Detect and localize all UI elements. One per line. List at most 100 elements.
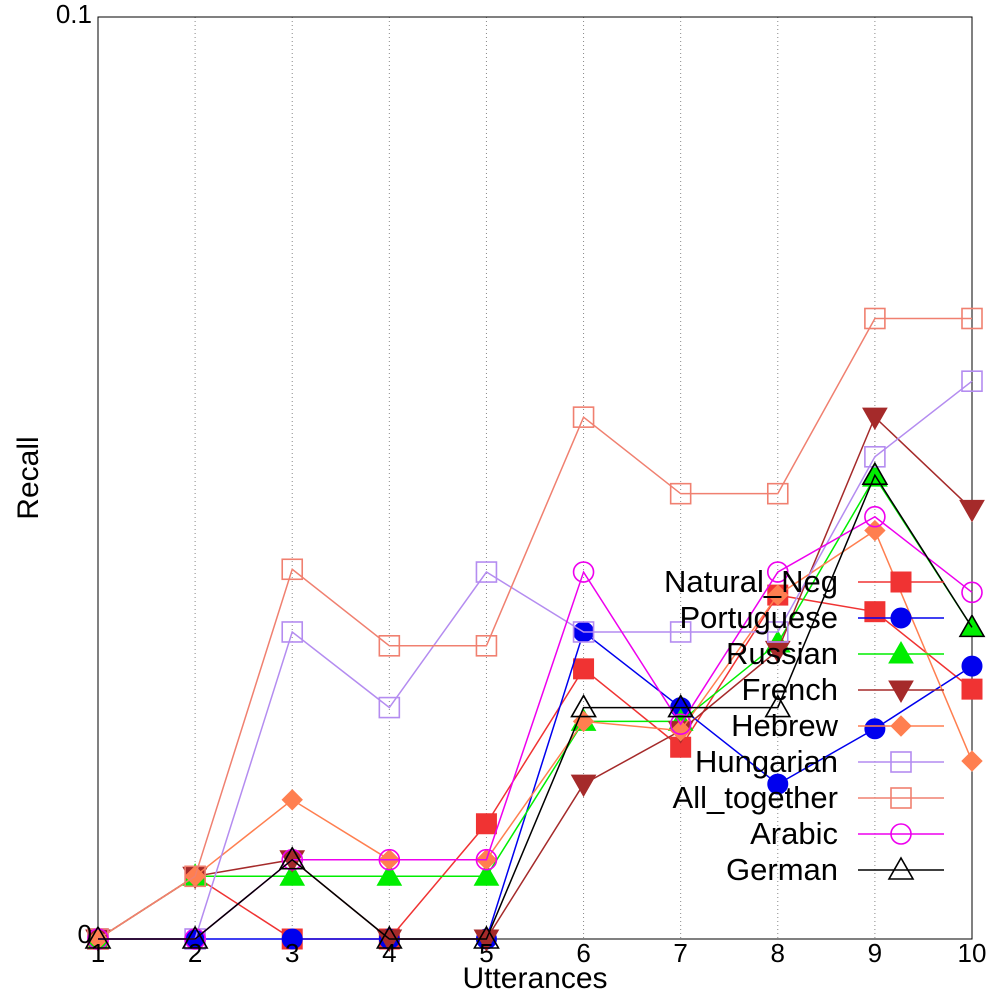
- data-point-arabic: [766, 561, 789, 583]
- data-point-hungarian: [475, 561, 498, 583]
- legend-marker: [890, 571, 912, 593]
- data-point-french: [473, 929, 500, 953]
- series-line-all-together: [97, 317, 972, 940]
- data-point-arabic: [572, 561, 595, 583]
- data-point-german: [181, 925, 209, 949]
- data-point-all-together: [669, 482, 692, 505]
- data-point-hungarian: [864, 445, 886, 468]
- x-tick-label: 8: [771, 938, 785, 968]
- data-point-all-together: [281, 558, 304, 581]
- legend-item-natural-neg: Natural_Neg: [664, 564, 944, 599]
- legend-item-portuguese: Portuguese: [679, 600, 944, 635]
- data-point-russian: [959, 614, 985, 637]
- data-point-hungarian: [669, 621, 692, 643]
- data-point-german: [958, 613, 986, 638]
- y-axis-title: Recall: [12, 436, 45, 519]
- data-point-russian: [473, 863, 500, 886]
- data-point-german: [861, 461, 889, 486]
- legend-marker: [887, 856, 915, 880]
- data-point-hungarian: [378, 696, 401, 719]
- series-line-french: [97, 415, 973, 940]
- legend-label: Russian: [726, 636, 838, 671]
- series-portuguese: [87, 621, 983, 950]
- data-point-german: [375, 925, 403, 949]
- data-point-portuguese: [281, 928, 303, 950]
- data-point-arabic: [378, 848, 401, 871]
- legend-item-russian: Russian: [726, 636, 944, 671]
- y-tick-label: 0.1: [56, 0, 92, 29]
- plot-frame: [97, 16, 973, 940]
- data-point-all-together: [766, 482, 789, 505]
- data-point-all-together: [961, 307, 983, 330]
- legend-item-hebrew: Hebrew: [731, 708, 944, 743]
- y-tick-label: 0: [78, 919, 92, 949]
- legend-marker: [890, 751, 912, 773]
- x-tick-label: 1: [91, 938, 105, 968]
- series-line-hebrew: [97, 529, 973, 940]
- data-point-natural-neg: [961, 678, 983, 700]
- data-point-natural-neg: [573, 658, 595, 680]
- x-tick-label: 6: [576, 938, 590, 968]
- series-line-hungarian: [98, 380, 973, 940]
- series-layer: [84, 307, 986, 953]
- data-point-all-together: [572, 406, 595, 428]
- data-point-russian: [376, 863, 403, 886]
- legend-marker: [890, 823, 912, 845]
- legend-label: Hungarian: [695, 744, 838, 779]
- series-hebrew: [87, 519, 983, 950]
- data-point-arabic: [864, 505, 886, 528]
- data-point-portuguese: [767, 773, 789, 795]
- data-point-german: [570, 693, 597, 718]
- data-point-arabic: [281, 848, 304, 871]
- data-point-hungarian: [961, 370, 983, 392]
- data-point-arabic: [961, 581, 983, 604]
- x-tick-label: 10: [958, 938, 987, 968]
- series-arabic: [87, 505, 983, 950]
- legend-marker: [890, 715, 912, 737]
- data-point-german: [278, 846, 306, 870]
- data-point-hungarian: [766, 621, 789, 643]
- legend-label: All_together: [673, 780, 838, 815]
- data-point-german: [473, 925, 500, 949]
- data-point-french: [862, 407, 888, 431]
- data-point-hebrew: [961, 750, 983, 772]
- legend-item-arabic: Arabic: [750, 816, 944, 851]
- data-point-hebrew: [669, 719, 692, 742]
- legend-marker: [890, 607, 912, 629]
- data-point-french: [279, 850, 306, 873]
- data-point-french: [959, 499, 985, 523]
- legend-item-german: German: [726, 852, 944, 887]
- legend-label: Hebrew: [731, 708, 838, 743]
- legend-label: French: [742, 672, 838, 707]
- data-point-all-together: [378, 635, 401, 657]
- data-point-portuguese: [961, 655, 983, 677]
- series-all-together: [87, 307, 983, 950]
- legend: Natural_NegPortugueseRussianFrenchHebrew…: [664, 564, 944, 887]
- x-tick-label: 4: [382, 938, 396, 968]
- data-point-german: [764, 693, 792, 718]
- data-point-arabic: [669, 713, 692, 735]
- tick-labels: 1 2 3 4 5 6 7 8 9 10 0 0.1: [56, 0, 987, 968]
- series-natural-neg: [87, 584, 983, 950]
- data-point-hungarian: [572, 621, 595, 643]
- legend-marker: [890, 787, 912, 809]
- legend-marker: [888, 680, 914, 704]
- x-tick-label: 7: [673, 938, 687, 968]
- data-point-german: [84, 925, 112, 949]
- data-point-german: [667, 693, 695, 718]
- series-german: [84, 461, 986, 949]
- legend-item-hungarian: Hungarian: [695, 744, 944, 779]
- legend-label: Natural_Neg: [664, 564, 838, 599]
- data-point-hebrew: [767, 584, 789, 606]
- series-french: [85, 407, 985, 953]
- legend-label: Portuguese: [679, 600, 838, 635]
- series-line-natural-neg: [97, 594, 973, 940]
- x-tick-label: 9: [868, 938, 882, 968]
- legend-item-french: French: [742, 672, 944, 707]
- data-point-hebrew: [281, 789, 303, 811]
- legend-marker: [888, 640, 914, 664]
- series-line-russian: [97, 475, 973, 940]
- legend-item-all-together: All_together: [673, 780, 944, 815]
- legend-label: Arabic: [750, 816, 838, 851]
